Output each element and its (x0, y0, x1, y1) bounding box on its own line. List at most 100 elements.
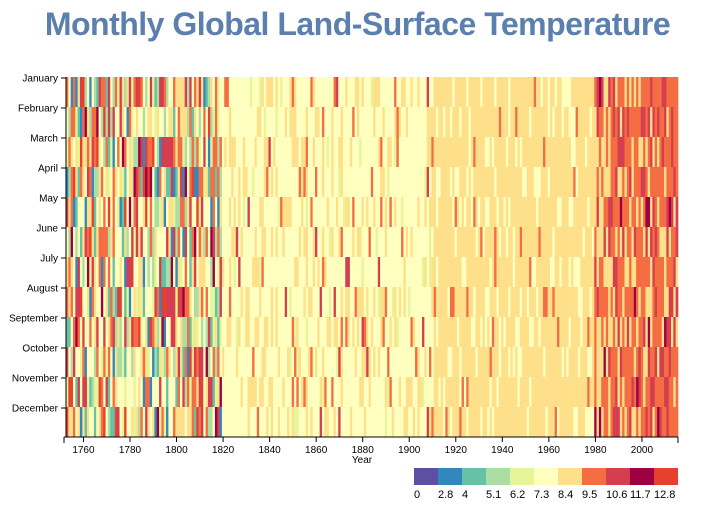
heatmap-cell (198, 107, 202, 138)
heatmap-cell (445, 107, 448, 138)
heatmap-cell (284, 197, 288, 228)
heatmap-cell (126, 107, 130, 138)
heatmap-cell (193, 257, 197, 288)
heatmap-cell (119, 407, 123, 438)
heatmap-cell (224, 227, 227, 258)
heatmap-cell (398, 287, 402, 318)
heatmap-cell (470, 197, 474, 228)
heatmap-cell (405, 77, 409, 108)
heatmap-cell (671, 107, 674, 138)
heatmap-cell (175, 317, 178, 348)
heatmap-cell (191, 107, 195, 138)
heatmap-cell (631, 107, 635, 138)
heatmap-cell (510, 377, 514, 408)
heatmap-cell (449, 287, 453, 318)
heatmap-cell (175, 407, 178, 438)
heatmap-cell (405, 287, 409, 318)
heatmap-cell (494, 107, 497, 138)
heatmap-cell (284, 167, 288, 198)
heatmap-cell (177, 227, 181, 258)
heatmap-cell (352, 137, 355, 168)
heatmap-cell (196, 257, 199, 288)
heatmap-cell (103, 137, 106, 168)
heatmap-cell (398, 377, 402, 408)
heatmap-cell (135, 77, 139, 108)
heatmap-cell (456, 77, 460, 108)
heatmap-cell (496, 317, 500, 348)
heatmap-cell (633, 107, 637, 138)
heatmap-cell (187, 287, 190, 318)
heatmap-cell (422, 287, 425, 318)
heatmap-cell (214, 377, 218, 408)
heatmap-cell (147, 137, 151, 168)
heatmap-cell (354, 137, 358, 168)
heatmap-cell (128, 77, 132, 108)
heatmap-cell (107, 377, 111, 408)
heatmap-cell (589, 377, 593, 408)
heatmap-cell (314, 257, 318, 288)
heatmap-cell (550, 197, 553, 228)
heatmap-cell (608, 347, 611, 378)
heatmap-cell (177, 287, 181, 318)
heatmap-cell (435, 257, 439, 288)
heatmap-cell (287, 347, 290, 378)
heatmap-cell (140, 377, 144, 408)
heatmap-cell (282, 77, 286, 108)
heatmap-cell (247, 317, 251, 348)
heatmap-cell (582, 317, 586, 348)
heatmap-cell (263, 107, 267, 138)
heatmap-cell (170, 287, 174, 318)
heatmap-cell (657, 107, 660, 138)
heatmap-cell (126, 257, 130, 288)
x-axis: 1760 1780 1800 1820 1840 1860 1880 1900 1920 1940… (63, 436, 679, 456)
heatmap-cell (233, 227, 237, 258)
heatmap-cell (543, 167, 546, 198)
heatmap-cell (135, 167, 139, 198)
heatmap-cell (321, 407, 325, 438)
heatmap-cell (270, 257, 274, 288)
heatmap-cell (596, 317, 600, 348)
heatmap-cell (601, 407, 604, 438)
heatmap-cell (114, 197, 118, 228)
heatmap-cell (189, 287, 192, 318)
heatmap-cell (538, 377, 542, 408)
heatmap-cell (622, 407, 625, 438)
heatmap-cell (163, 347, 167, 378)
chart-title: Monthly Global Land-Surface Temperature (44, 6, 671, 42)
heatmap-cell (154, 137, 158, 168)
heatmap-cell (328, 197, 332, 228)
heatmap-cell (324, 137, 327, 168)
heatmap-cell (608, 137, 611, 168)
heatmap-cell (356, 227, 360, 258)
heatmap-cell (68, 347, 71, 378)
heatmap-cell (375, 377, 379, 408)
heatmap-cell (533, 227, 537, 258)
y-tick-label: September (9, 314, 59, 325)
heatmap-cell (577, 317, 581, 348)
heatmap-cell (575, 137, 579, 168)
heatmap-cell (79, 347, 83, 378)
heatmap-cell (72, 347, 76, 378)
heatmap-cell (401, 107, 404, 138)
heatmap-cell (193, 107, 197, 138)
heatmap-cell (547, 167, 551, 198)
heatmap-cell (356, 77, 360, 108)
heatmap-cell (424, 257, 427, 288)
heatmap-cell (584, 227, 588, 258)
heatmap-cell (198, 197, 202, 228)
heatmap-cell (235, 107, 239, 138)
heatmap-cell (289, 407, 293, 438)
heatmap-cell (280, 347, 283, 378)
heatmap-cell (303, 377, 306, 408)
heatmap-cell (466, 227, 469, 258)
heatmap-cell (277, 317, 281, 348)
heatmap-cell (217, 287, 220, 318)
heatmap-cell (173, 287, 176, 318)
heatmap-cell (166, 287, 169, 318)
heatmap-cell (273, 257, 276, 288)
x-tick-label: 1780 (119, 445, 142, 456)
heatmap-cell (433, 407, 437, 438)
heatmap-cell (461, 257, 465, 288)
heatmap-cell (124, 287, 127, 318)
heatmap-cell (112, 227, 116, 258)
